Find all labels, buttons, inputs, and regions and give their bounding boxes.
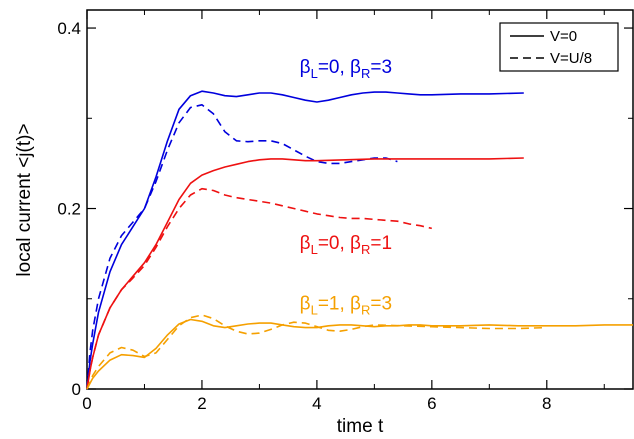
x-tick-label: 0 [82, 394, 91, 413]
annotation-part: =0, β [318, 233, 361, 254]
annotation-part: =1 [370, 233, 392, 254]
series-line-2-solid [86, 157, 524, 390]
series-annotation-2: βL=1, βR=3 [300, 294, 392, 318]
series-layer [86, 90, 633, 390]
series-annotation-0: βL=0, βR=3 [300, 57, 392, 81]
annotation-part: =1, β [318, 294, 361, 315]
annotation-part: R [361, 303, 370, 318]
plot-frame [86, 9, 634, 390]
y-axis-label: local current <j(t)> [14, 123, 35, 276]
y-tick-label: 0.4 [57, 19, 81, 38]
series-line-0-solid [86, 90, 524, 390]
series-line-3-dashed [86, 187, 432, 390]
legend-entry-solid: V=0 [550, 28, 577, 45]
annotation-part: L [311, 303, 318, 318]
annotation-part: β [300, 57, 311, 78]
annotation-part: β [300, 233, 311, 254]
annotation-part: L [311, 242, 318, 257]
x-tick-label: 4 [312, 394, 321, 413]
annotation-part: =3 [370, 294, 392, 315]
y-tick-label: 0.2 [57, 200, 81, 219]
x-tick-label: 6 [427, 394, 436, 413]
y-tick-label: 0 [72, 380, 81, 399]
annotation-part: =0, β [318, 57, 361, 78]
legend-box [499, 22, 619, 72]
annotation-part: R [361, 242, 370, 257]
series-line-5-dashed [86, 314, 547, 390]
series-annotation-1: βL=0, βR=1 [300, 233, 392, 257]
annotations: βL=0, βR=3βL=0, βR=1βL=1, βR=3 [300, 57, 392, 317]
legend-entry-dashed: V=U/8 [550, 50, 592, 67]
series-line-4-solid [86, 318, 633, 390]
legend: V=0 V=U/8 [499, 22, 619, 72]
x-axis-label: time t [337, 416, 384, 437]
annotation-part: =3 [370, 57, 392, 78]
annotation-part: R [361, 66, 370, 81]
x-tick-label: 2 [197, 394, 206, 413]
annotation-part: L [311, 66, 318, 81]
x-tick-label: 8 [542, 394, 551, 413]
axis-tick-labels: 0 2 4 6 8 0 0.2 0.4 [57, 19, 551, 413]
annotation-part: β [300, 294, 311, 315]
axis-ticks [86, 10, 633, 390]
